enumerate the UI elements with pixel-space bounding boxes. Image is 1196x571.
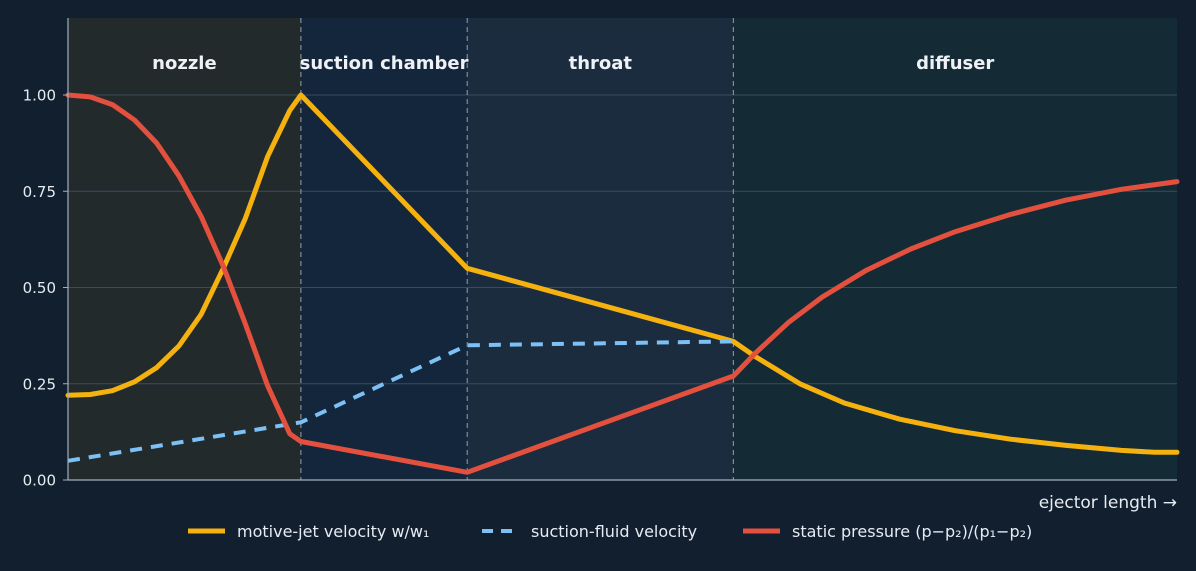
legend-label-suction-fluid-velocity: suction-fluid velocity	[531, 522, 697, 541]
legend-label-static-pressure: static pressure (p−p₂)/(p₁−p₂)	[792, 522, 1032, 541]
y-tick-label: 0.75	[23, 183, 56, 201]
region-nozzle	[68, 18, 301, 480]
y-tick-label: 0.00	[23, 472, 56, 490]
gridlines	[68, 94, 1177, 385]
series-line-static-pressure	[65, 92, 1180, 475]
y-tick-label: 1.00	[23, 87, 56, 105]
series-line-suction-fluid-velocity	[67, 339, 734, 463]
region-label-diffuser: diffuser	[916, 53, 994, 74]
legend: motive-jet velocity w/w₁ suction-fluid ve…	[188, 522, 1032, 541]
region-label-nozzle: nozzle	[152, 53, 217, 74]
series-lines	[65, 92, 1180, 475]
region-labels: nozzle suction chamber throat diffuser	[152, 53, 994, 74]
region-label-throat: throat	[569, 53, 633, 74]
y-tick-label: 0.50	[23, 279, 56, 297]
region-label-suction-chamber: suction chamber	[300, 53, 469, 74]
region-throat	[467, 18, 734, 480]
x-axis-label: ejector length →	[1039, 493, 1177, 513]
legend-label-motive-jet-velocity: motive-jet velocity w/w₁	[237, 522, 429, 541]
series-line-motive-jet-velocity	[65, 92, 1180, 455]
y-tick-labels: 0.00 0.25 0.50 0.75 1.00	[23, 87, 68, 490]
region-diffuser	[733, 18, 1177, 480]
y-tick-label: 0.25	[23, 375, 56, 393]
